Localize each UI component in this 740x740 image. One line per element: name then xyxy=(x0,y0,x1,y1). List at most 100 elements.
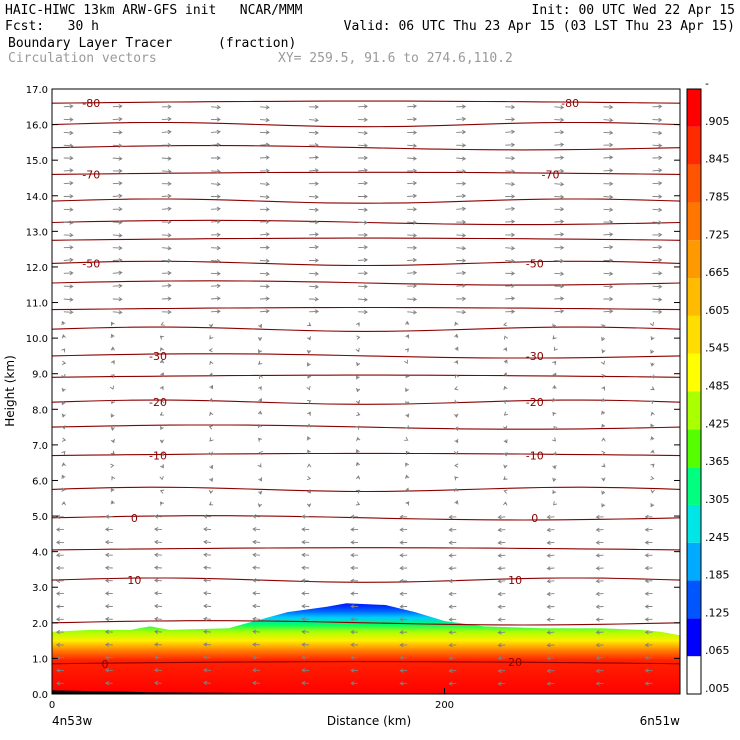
vector-arrow xyxy=(161,309,172,315)
vector-arrow xyxy=(595,578,604,584)
vector-arrow xyxy=(210,283,221,289)
vector-arrow xyxy=(456,143,467,148)
vector-arrow xyxy=(210,105,221,110)
y-tick-label: 9.0 xyxy=(32,370,48,381)
vector-arrow xyxy=(160,372,165,377)
vector-arrow xyxy=(554,117,565,123)
vector-arrow xyxy=(399,553,408,558)
vector-arrow xyxy=(546,643,555,648)
vector-arrow xyxy=(301,552,310,558)
vector-arrow xyxy=(63,245,74,250)
colorbar-swatch xyxy=(687,353,701,392)
vector-arrow xyxy=(208,501,214,506)
contour-line xyxy=(52,661,680,665)
contour-line xyxy=(52,577,680,583)
vector-arrow xyxy=(258,360,263,365)
vector-arrow xyxy=(399,527,408,532)
vector-arrow xyxy=(259,168,270,173)
vector-arrow xyxy=(112,181,123,186)
vector-arrow xyxy=(110,438,115,444)
vector-arrow xyxy=(110,333,115,339)
vector-arrow xyxy=(210,117,221,122)
vector-arrow xyxy=(456,233,467,238)
vector-arrow xyxy=(104,681,113,686)
vector-arrow xyxy=(307,449,312,454)
vector-arrow xyxy=(63,207,74,212)
contour-label: -80 xyxy=(82,97,100,110)
contour-label: 10 xyxy=(508,574,522,587)
vector-arrow xyxy=(448,668,457,673)
vector-label: Circulation vectors xyxy=(8,51,157,66)
vector-arrow xyxy=(603,104,614,110)
vector-arrow xyxy=(111,321,115,326)
vector-arrow xyxy=(652,130,663,136)
colorbar-swatch xyxy=(687,164,701,203)
vector-arrow xyxy=(399,681,408,686)
vector-arrow xyxy=(355,425,360,430)
vector-arrow xyxy=(405,425,410,430)
vector-arrow xyxy=(546,553,555,558)
vector-arrow xyxy=(104,616,113,622)
vector-arrow xyxy=(63,104,74,109)
y-tick-label: 1.0 xyxy=(32,654,48,665)
vector-arrow xyxy=(553,425,558,431)
vector-arrow xyxy=(456,181,467,186)
vector-arrow xyxy=(210,194,221,199)
vector-arrow xyxy=(257,386,262,391)
vector-arrow xyxy=(110,360,115,365)
vector-arrow xyxy=(355,461,361,467)
vector-arrow xyxy=(209,477,214,483)
vector-arrow xyxy=(203,527,212,532)
vector-arrow xyxy=(356,489,361,494)
vector-arrow xyxy=(652,207,663,213)
vector-arrow xyxy=(210,245,221,251)
contour-line xyxy=(52,237,680,241)
vector-arrow xyxy=(358,104,368,109)
vector-arrow xyxy=(209,360,214,366)
vector-arrow xyxy=(652,155,663,160)
vector-arrow xyxy=(407,156,418,161)
vector-arrow xyxy=(306,436,311,441)
colorbar-label: .185 xyxy=(705,569,730,582)
vector-arrow xyxy=(161,233,172,238)
vector-arrow xyxy=(407,130,418,135)
vector-arrow xyxy=(603,207,614,212)
vector-arrow xyxy=(160,321,165,326)
vector-arrow xyxy=(644,630,653,635)
tracer-field xyxy=(52,603,680,694)
vector-arrow xyxy=(407,310,418,315)
vector-arrow xyxy=(505,219,516,224)
vector-arrow xyxy=(505,156,516,161)
vector-arrow xyxy=(503,347,508,352)
vector-arrow xyxy=(650,336,655,341)
vector-arrow xyxy=(503,372,508,377)
vector-arrow xyxy=(603,232,614,237)
colorbar-swatch xyxy=(687,126,701,165)
vector-arrow xyxy=(497,617,506,622)
vector-arrow xyxy=(309,309,319,314)
vector-arrow xyxy=(55,527,64,532)
vector-arrow xyxy=(210,129,221,135)
vector-arrow xyxy=(497,579,506,584)
contour-line xyxy=(52,121,680,128)
vector-arrow xyxy=(546,668,555,674)
vector-arrow xyxy=(601,423,606,429)
vector-arrow xyxy=(652,284,663,289)
vector-arrow xyxy=(258,349,263,354)
vector-arrow xyxy=(448,540,457,545)
vector-arrow xyxy=(110,500,115,505)
colorbar-swatch xyxy=(687,618,701,657)
vector-arrow xyxy=(454,500,459,505)
vector-arrow xyxy=(104,642,113,647)
y-tick-label: 11.0 xyxy=(26,299,48,310)
vector-arrow xyxy=(110,346,115,351)
vector-arrow xyxy=(161,116,172,122)
vector-arrow xyxy=(110,374,115,379)
vector-arrow xyxy=(309,104,319,110)
y-tick-label: 16.0 xyxy=(26,121,48,132)
colorbar-label: .305 xyxy=(705,493,730,506)
vector-arrow xyxy=(652,309,663,315)
vector-arrow xyxy=(356,436,361,442)
vector-arrow xyxy=(350,604,359,609)
